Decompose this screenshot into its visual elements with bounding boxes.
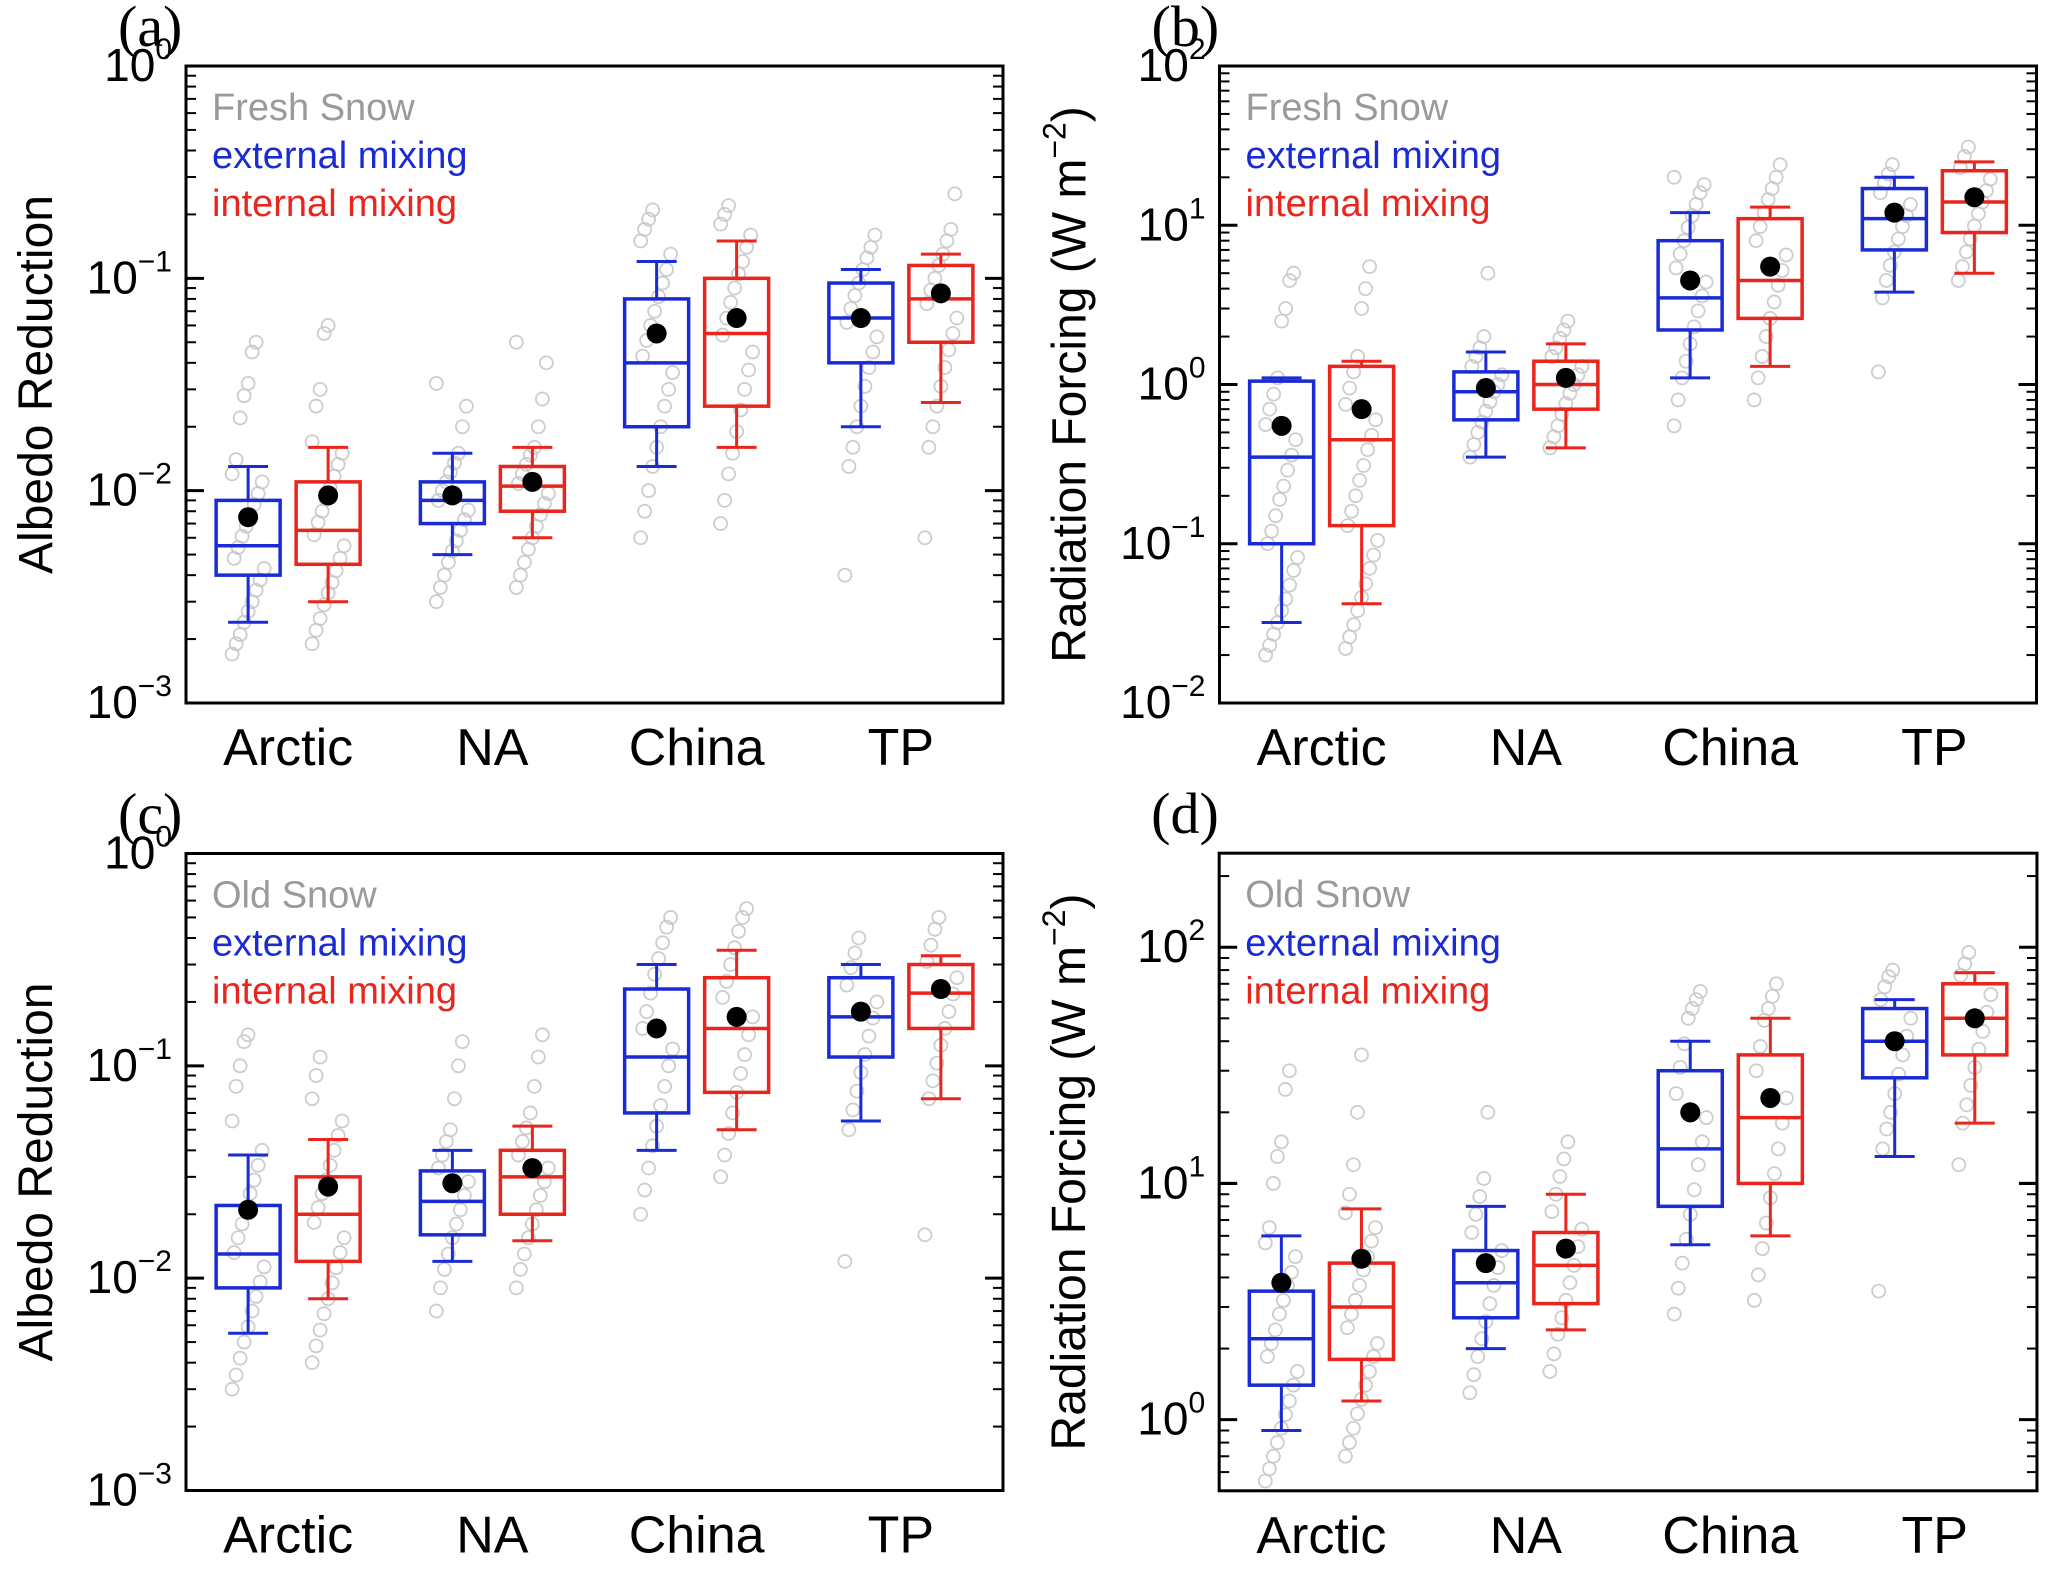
x-tick-label-tp: TP: [868, 1507, 934, 1565]
panel-letter-c: (c): [118, 787, 182, 847]
chart-canvas-b: (b) 10−2 10−1 100 101 102 Arctic NA China TP Fresh…: [1037, 0, 2038, 777]
chart-canvas-d: (d) 100 101 102 Arctic NA China TP Old Snow exter…: [1036, 787, 2039, 1565]
x-tick-label-arctic: Arctic: [223, 719, 353, 777]
legend-entry-0: Old Snow: [212, 875, 377, 917]
y-tick-label: 101: [1137, 1150, 1205, 1208]
x-tick-label-na: NA: [456, 719, 529, 777]
x-tick-label-china: China: [1662, 719, 1798, 777]
legend-entry-2: internal mixing: [212, 183, 457, 225]
y-tick-label: 10−2: [87, 458, 172, 516]
panel-a-fresh-snow-albedo: (a) 10−3 10−2 10−1 100 Arctic NA China TP Fresh S…: [0, 0, 1033, 787]
legend-entry-0: Fresh Snow: [212, 87, 415, 129]
panel-d-old-snow-forcing: (d) 100 101 102 Arctic NA China TP Old Snow exter…: [1033, 787, 2067, 1575]
panel-c-old-snow-albedo: (c) 10−3 10−2 10−1 100 Arctic NA China TP Old Sno…: [0, 787, 1033, 1575]
y-tick-label: 100: [1138, 352, 1206, 410]
y-tick-label: 102: [1138, 33, 1206, 91]
y-axis-title: Radiation Forcing (W m−2): [1037, 106, 1097, 663]
legend-entry-2: internal mixing: [212, 971, 457, 1013]
y-tick-label: 10−1: [87, 245, 172, 303]
y-tick-label: 102: [1137, 914, 1205, 972]
legend-entry-1: external mixing: [1245, 922, 1501, 964]
chart-canvas-c: (c) 10−3 10−2 10−1 100 Arctic NA China TP Old Sno…: [10, 787, 1005, 1565]
panel-letter-a: (a): [118, 0, 182, 59]
legend-entry-2: internal mixing: [1245, 970, 1490, 1012]
x-tick-label-tp: TP: [868, 719, 934, 777]
y-axis-title: Albedo Reduction: [10, 195, 63, 574]
y-tick-label: 101: [1138, 192, 1206, 250]
panel-letter-b: (b): [1152, 0, 1220, 59]
legend-entry-0: Fresh Snow: [1246, 87, 1449, 129]
y-tick-label: 100: [1137, 1387, 1205, 1445]
legend-entry-1: external mixing: [1246, 135, 1502, 177]
y-tick-label: 10−1: [1120, 511, 1205, 569]
x-tick-label-arctic: Arctic: [1256, 1507, 1386, 1565]
y-tick-label: 10−2: [87, 1245, 172, 1303]
y-tick-label: 10−3: [87, 670, 172, 728]
x-tick-label-china: China: [629, 1507, 765, 1565]
x-tick-label-na: NA: [456, 1507, 529, 1565]
y-tick-label: 10−2: [1120, 670, 1205, 728]
y-axis-title: Albedo Reduction: [10, 983, 63, 1362]
legend-entry-1: external mixing: [212, 923, 468, 965]
x-tick-label-tp: TP: [1901, 719, 1967, 777]
chart-canvas-a: (a) 10−3 10−2 10−1 100 Arctic NA China TP Fresh S…: [10, 0, 1005, 777]
legend-entry-1: external mixing: [212, 135, 468, 177]
x-tick-label-tp: TP: [1901, 1507, 1968, 1565]
y-tick-label: 100: [104, 821, 172, 879]
y-tick-label: 10−1: [87, 1033, 172, 1091]
y-tick-label: 100: [104, 33, 172, 91]
x-tick-label-na: NA: [1490, 719, 1563, 777]
panel-letter-d: (d): [1151, 787, 1219, 846]
legend-entry-0: Old Snow: [1245, 874, 1410, 916]
panel-b-fresh-snow-forcing: (b) 10−2 10−1 100 101 102 Arctic NA China TP Fresh…: [1033, 0, 2067, 787]
x-tick-label-china: China: [629, 719, 765, 777]
x-tick-label-arctic: Arctic: [223, 1507, 353, 1565]
y-tick-label: 10−3: [87, 1458, 172, 1516]
x-tick-label-china: China: [1662, 1507, 1798, 1565]
x-tick-label-na: NA: [1490, 1507, 1563, 1565]
y-axis-title: Radiation Forcing (W m−2): [1036, 893, 1096, 1450]
x-tick-label-arctic: Arctic: [1257, 719, 1387, 777]
legend-entry-2: internal mixing: [1246, 183, 1491, 225]
